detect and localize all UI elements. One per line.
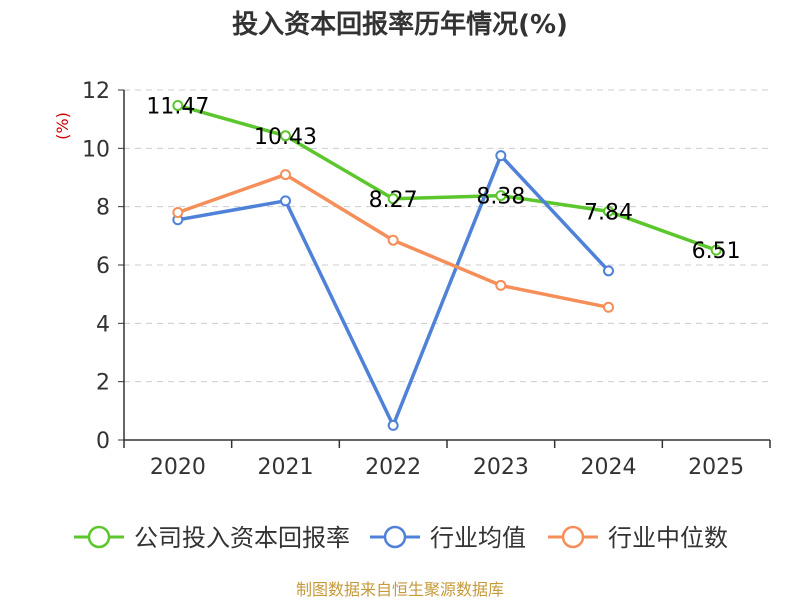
legend-label-1: 行业均值 (430, 524, 526, 552)
x-tick-label: 2020 (150, 455, 206, 480)
data-label: 7.84 (584, 200, 633, 225)
data-point-s2-3 (495, 279, 507, 291)
x-tick-label: 2023 (473, 455, 529, 480)
source-note: 制图数据来自恒生聚源数据库 (296, 580, 504, 599)
data-point-s2-0 (172, 207, 184, 218)
data-point-s1-3 (495, 150, 507, 162)
y-tick-label: 8 (96, 196, 110, 221)
y-tick-label: 4 (96, 312, 110, 337)
legend-marker-1 (383, 525, 407, 549)
data-point-s1-2 (387, 419, 399, 431)
data-point-s2-4 (603, 301, 614, 313)
data-label: 8.27 (369, 188, 418, 213)
x-tick-label: 2022 (365, 455, 421, 480)
data-point-s1-4 (603, 265, 614, 277)
legend-marker-2 (561, 525, 585, 549)
data-point-s0-2 (387, 193, 399, 205)
y-tick-label: 0 (96, 429, 110, 454)
data-label: 8.38 (476, 185, 525, 210)
y-axis-label: (%) (53, 112, 72, 140)
x-tick-label: 2024 (581, 455, 637, 480)
data-label: 10.43 (254, 125, 317, 150)
data-point-s0-0 (172, 99, 184, 111)
data-point-s2-1 (280, 169, 291, 181)
data-point-s0-1 (280, 130, 291, 142)
series-line-0 (176, 103, 718, 252)
x-tick-label: 2021 (258, 455, 314, 480)
x-tick-label: 2025 (688, 455, 744, 480)
y-tick-label: 12 (82, 79, 110, 104)
data-point-s2-2 (387, 234, 399, 246)
data-label-layer: 11.47 10.43 8.27 8.38 7.84 6.51 (146, 94, 740, 264)
legend-label-0: 公司投入资本回报率 (134, 524, 350, 552)
legend: 公司投入资本回报率 行业均值 行业中位数 (74, 524, 728, 552)
data-label: 11.47 (146, 94, 209, 119)
legend-label-2: 行业中位数 (608, 524, 728, 552)
data-point-s1-1 (280, 195, 291, 207)
data-point-s0-4 (603, 205, 614, 217)
chart-title: 投入资本回报率历年情况(%) (232, 9, 568, 40)
grid-layer (124, 89, 770, 383)
data-label: 6.51 (692, 239, 741, 264)
series-layer (172, 99, 722, 431)
data-point-s0-5 (710, 244, 722, 256)
legend-marker-0 (87, 525, 111, 549)
y-tick-label: 2 (96, 371, 110, 396)
y-tick-label: 6 (96, 254, 110, 279)
axis-layer: 0 2 4 6 8 10 12 2020 2021 2022 2023 2024 2025 (82, 79, 771, 480)
y-tick-label: 10 (82, 137, 110, 162)
data-point-s0-3 (495, 190, 507, 202)
